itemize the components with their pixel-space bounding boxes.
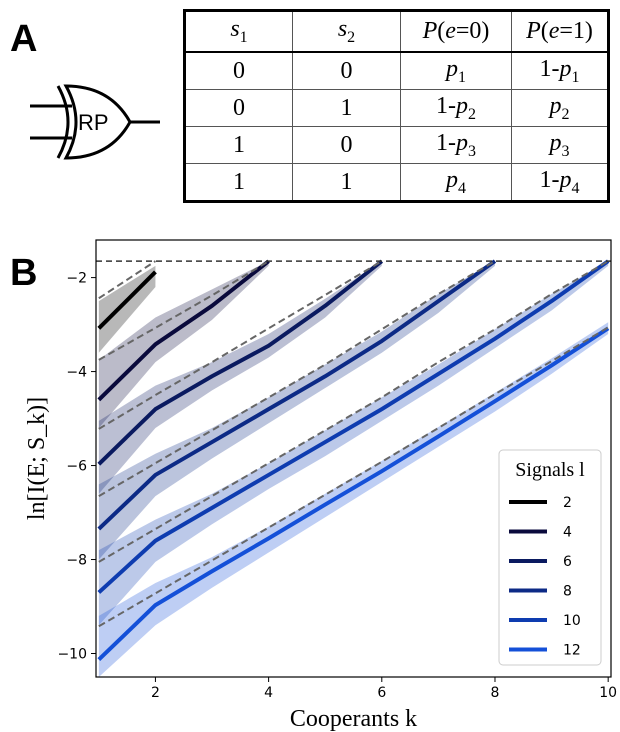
x-tick-label: 8 (491, 685, 500, 701)
legend-entry-4: 4 (563, 525, 572, 541)
x-tick-label: 10 (599, 685, 617, 701)
y-tick-label: −4 (66, 365, 87, 381)
table-cell: 1-p4 (511, 163, 609, 202)
series-line-12 (97, 326, 610, 662)
table-cell: p4 (400, 163, 512, 202)
table-cell: 0 (292, 51, 401, 90)
series-line-2 (97, 270, 157, 330)
table-cell: p3 (511, 126, 609, 164)
confidence-band-6 (98, 261, 382, 494)
y-tick-label: −10 (57, 647, 87, 663)
legend-entry-8: 8 (563, 584, 572, 600)
gate-label: RP (78, 110, 109, 135)
table-cell: 1 (184, 126, 293, 164)
table-row: 1 0 1-p3 p3 (184, 126, 609, 164)
legend-entry-6: 6 (563, 554, 572, 570)
series-line-6 (97, 259, 384, 466)
legend-box (498, 449, 602, 666)
x-tick-label: 4 (264, 685, 273, 701)
truth-table-header: s1 s2 P(e=0) P(e=1) (184, 10, 609, 53)
x-tick-label: 2 (151, 685, 160, 701)
legend-entry-2: 2 (563, 495, 572, 511)
table-header-cell: s2 (292, 10, 401, 53)
table-cell: 1 (292, 89, 401, 127)
confidence-band-4 (98, 261, 269, 428)
x-tick-label: 6 (377, 685, 386, 701)
legend-entry-12: 12 (563, 643, 581, 659)
series-line-4 (97, 259, 270, 402)
plot-frame (95, 239, 612, 678)
confidence-band-8 (98, 261, 495, 560)
series-line-10 (97, 259, 610, 594)
table-cell: 1 (184, 163, 293, 202)
table-cell: 1 (292, 163, 401, 202)
series-line-8 (97, 259, 497, 531)
table-row: 0 0 p1 1-p1 (184, 51, 609, 90)
legend-entry-10: 10 (563, 613, 581, 629)
table-header-cell: s1 (184, 10, 293, 53)
table-row: 1 1 p4 1-p4 (184, 163, 609, 202)
truth-table-body: 0 0 p1 1-p1 0 1 1-p2 p2 1 0 1-p3 p3 1 1 p4 1-p4 (184, 51, 609, 202)
xor-gate-icon: RP (30, 84, 160, 160)
bound-line-2 (98, 260, 156, 300)
x-axis-label: Cooperants k (290, 706, 417, 732)
plot-area (97, 259, 610, 677)
panel-letter-a: A (10, 18, 38, 60)
y-tick-label: −6 (66, 459, 87, 475)
confidence-band-10 (98, 261, 609, 626)
table-cell: 0 (184, 51, 293, 90)
y-axis-label: ln[I(E; S_k)] (24, 397, 50, 520)
table-cell: 1-p2 (400, 89, 512, 127)
table-header-cell: P(e=1) (511, 10, 609, 53)
legend-title: Signals l (515, 459, 585, 481)
panel-letter-b: B (10, 252, 38, 294)
table-row: 0 1 1-p2 p2 (184, 89, 609, 127)
y-tick-label: −2 (66, 271, 87, 287)
table-cell: 1-p1 (511, 51, 609, 90)
y-tick-label: −8 (66, 553, 87, 569)
truth-table: s1 s2 P(e=0) P(e=1) 0 0 p1 1-p1 0 1 1-p2 p2 1 0 1-p3 p… (183, 9, 610, 203)
